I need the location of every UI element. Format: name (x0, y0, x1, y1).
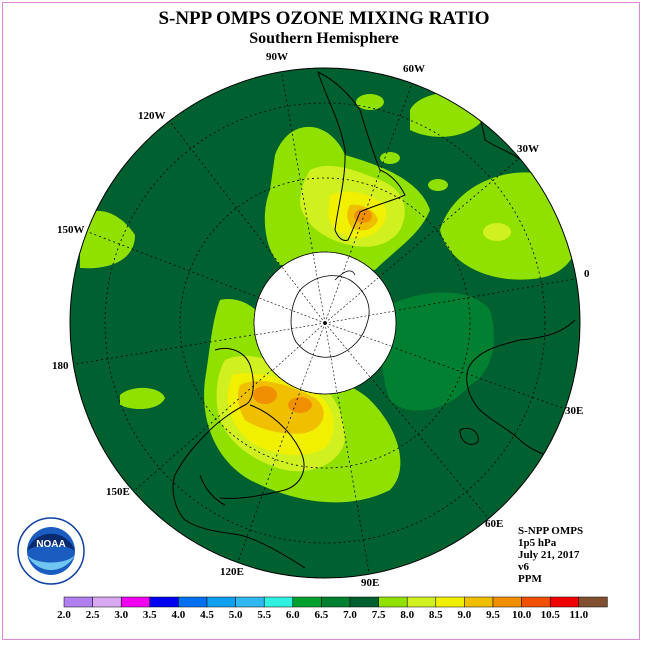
colorbar-swatch (378, 596, 408, 608)
antarctica-coastline (290, 270, 370, 358)
lon-label-60w: 60W (403, 63, 425, 75)
colorbar-swatch (178, 596, 208, 608)
lon-label-120e: 120E (220, 566, 244, 578)
colorbar-tick-label: 7.5 (372, 609, 386, 621)
ozone-zone-7-5-indian (120, 387, 165, 410)
colorbar-swatch (63, 596, 93, 608)
colorbar-swatch (149, 596, 179, 608)
colorbar-swatch (263, 596, 294, 608)
south-pole-marker (323, 321, 327, 325)
colorbar-tick-label: 2.5 (86, 609, 100, 621)
ozone-zone-9-5-australia-2 (288, 397, 312, 413)
colorbar-swatch (492, 596, 522, 608)
noaa-logo: NOAA (17, 517, 85, 585)
colorbar-swatch (292, 596, 322, 608)
map-subtitle: Southern Hemisphere (249, 30, 399, 47)
colorbar-swatch (92, 596, 122, 608)
info-date: July 21, 2017 (518, 549, 580, 561)
colorbar-swatch (578, 596, 608, 608)
colorbar-tick-label: 6.0 (286, 609, 300, 621)
info-level: 1p5 hPa (518, 537, 557, 549)
colorbar-swatch (549, 596, 580, 608)
colorbar-tick-label: 4.5 (200, 609, 214, 621)
colorbar-tick-label: 5.5 (257, 609, 271, 621)
lon-label-150w: 150W (57, 224, 85, 236)
polar-meridians (254, 252, 396, 394)
map-boundary (69, 67, 581, 579)
lon-label-60e: 60E (485, 518, 504, 530)
colorbar-tick-label: 2.0 (57, 609, 71, 621)
colorbar-tick-label: 3.5 (143, 609, 157, 621)
info-version: v6 (518, 561, 529, 573)
lon-label-30e: 30E (565, 405, 584, 417)
map-frame (2, 2, 640, 640)
lon-label-150e: 150E (106, 486, 130, 498)
lon-label-90w: 90W (266, 51, 288, 63)
colorbar-swatch (521, 596, 551, 608)
info-instrument: S-NPP OMPS (518, 525, 584, 537)
colorbar-tick-label: 8.0 (400, 609, 414, 621)
lon-label-120w: 120W (138, 110, 166, 122)
ozone-zone-7-5-small-3 (428, 179, 448, 191)
info-units: PPM (518, 573, 542, 585)
ozone-zone-9-5-australia-1 (253, 386, 277, 404)
longitude-graticule (70, 68, 580, 578)
lon-label-90e: 90E (361, 577, 380, 589)
colorbar-tick-label: 4.0 (172, 609, 186, 621)
colorbar-tick-label: 9.0 (458, 609, 472, 621)
ozone-zone-7-5-small-2 (380, 152, 400, 164)
colorbar-swatch (435, 596, 465, 608)
colorbar-tick-label: 5.0 (229, 609, 243, 621)
colorbar-tick-label: 8.5 (429, 609, 443, 621)
colorbar-swatch (235, 596, 265, 608)
ozone-zone-7-5-small-1 (356, 94, 384, 110)
colorbar-swatch (206, 596, 236, 608)
colorbar-tick-label: 6.5 (315, 609, 329, 621)
ozone-zone-7-5-atlantic (440, 172, 579, 280)
colorbar-tick-label: 3.0 (114, 609, 128, 621)
lon-label-30w: 30W (517, 143, 539, 155)
colorbar: 2.0 2.5 3.0 3.5 4.0 4.5 5.0 5.5 6.0 6.5 7.0 7.5 8.0 8… (57, 596, 608, 621)
lon-label-0: 0 (584, 268, 590, 280)
ozone-zone-9-5-south-america (354, 209, 372, 223)
svg-text:NOAA: NOAA (36, 539, 65, 550)
ozone-zone-6-5-indian-ocean (381, 292, 494, 411)
colorbar-swatch (321, 596, 351, 608)
colorbar-tick-label: 10.5 (541, 609, 561, 621)
ozone-zone-8-0-atlantic (483, 223, 511, 241)
map-title: S-NPP OMPS OZONE MIXING RATIO (158, 8, 490, 29)
colorbar-swatch (349, 596, 379, 608)
ozone-zone-7-5-pacific-west (80, 211, 135, 269)
colorbar-tick-label: 11.0 (569, 609, 588, 621)
colorbar-tick-label: 9.5 (486, 609, 500, 621)
colorbar-swatch (406, 596, 437, 608)
lon-label-180: 180 (52, 360, 69, 372)
colorbar-swatch (464, 596, 494, 608)
colorbar-tick-label: 7.0 (343, 609, 357, 621)
colorbar-swatch (120, 596, 151, 608)
colorbar-tick-label: 10.0 (512, 609, 532, 621)
product-info: S-NPP OMPS 1p5 hPa July 21, 2017 v6 PPM (518, 525, 583, 585)
